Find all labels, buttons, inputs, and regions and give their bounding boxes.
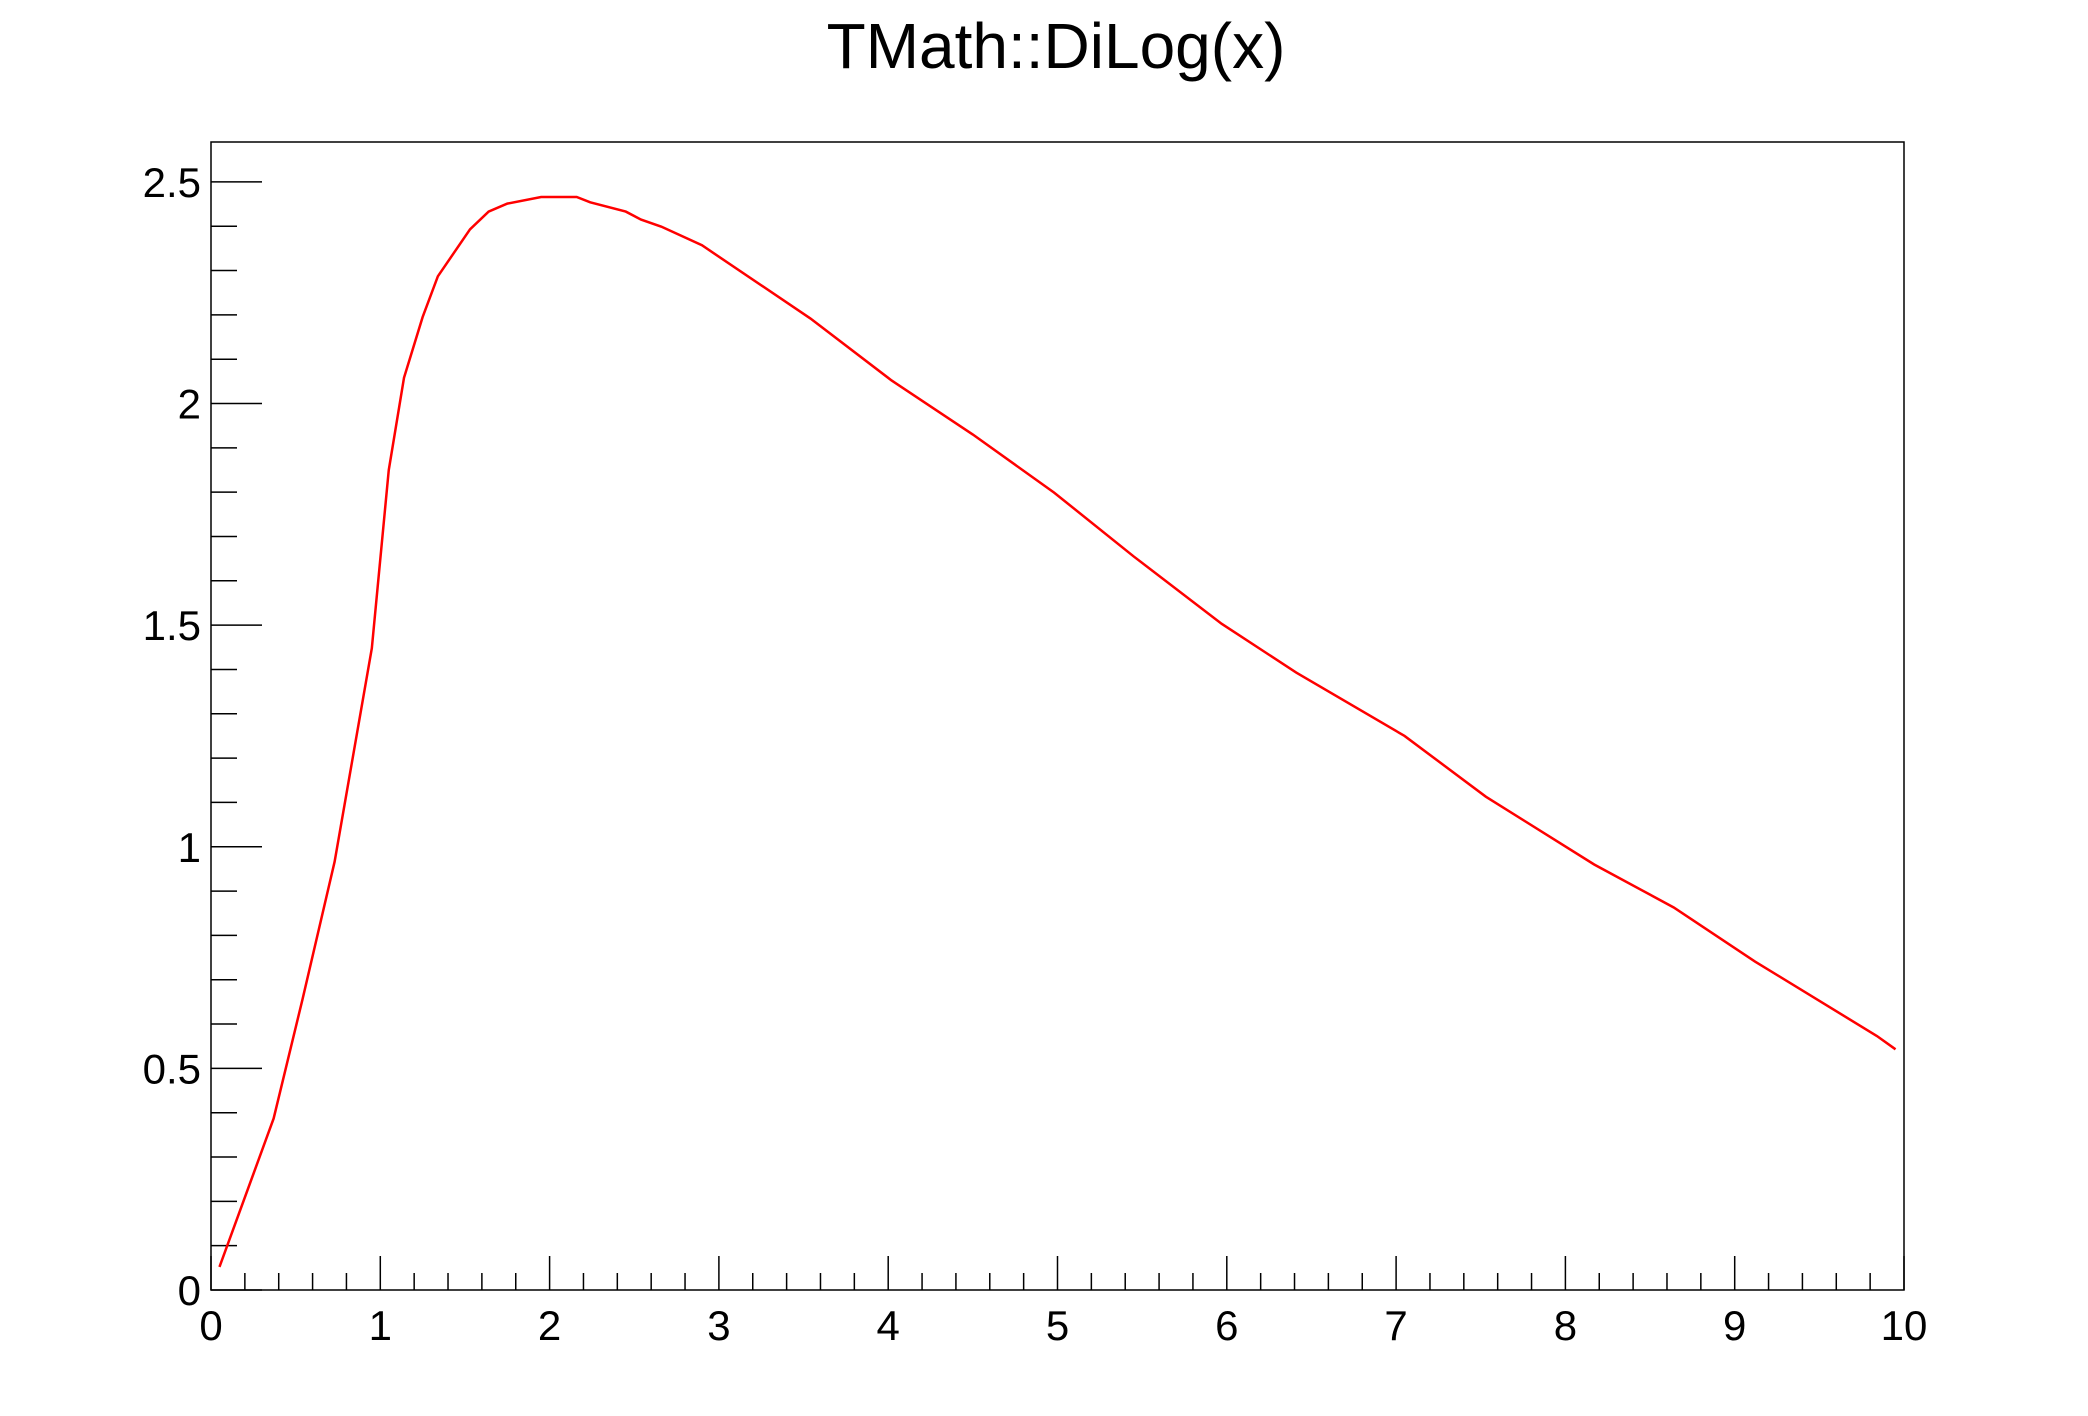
chart-title: TMath::DiLog(x) [827,10,1286,82]
plot-frame [210,141,1905,1291]
x-tick-label: 10 [1881,1302,1928,1349]
x-tick-label: 8 [1554,1302,1577,1349]
y-tick-label: 1 [178,824,201,871]
x-axis: 0 1 2 3 4 5 6 7 8 9 10 [199,1256,1927,1349]
y-axis: 0 0.5 1 1.5 2 2.5 [143,159,262,1314]
x-tick-label: 9 [1723,1302,1746,1349]
y-tick-label: 0.5 [143,1045,201,1092]
y-tick-label: 2 [178,381,201,428]
y-tick-label: 1.5 [143,602,201,649]
x-tick-label: 4 [877,1302,900,1349]
x-tick-label: 5 [1046,1302,1069,1349]
x-tick-label: 1 [369,1302,392,1349]
x-tick-label: 7 [1384,1302,1407,1349]
x-tick-label: 2 [538,1302,561,1349]
series-line [218,195,1897,1268]
y-tick-label: 2.5 [143,159,201,206]
y-tick-label: 0 [178,1267,201,1314]
x-tick-label: 6 [1215,1302,1238,1349]
x-tick-label: 3 [707,1302,730,1349]
x-tick-label: 0 [199,1302,222,1349]
